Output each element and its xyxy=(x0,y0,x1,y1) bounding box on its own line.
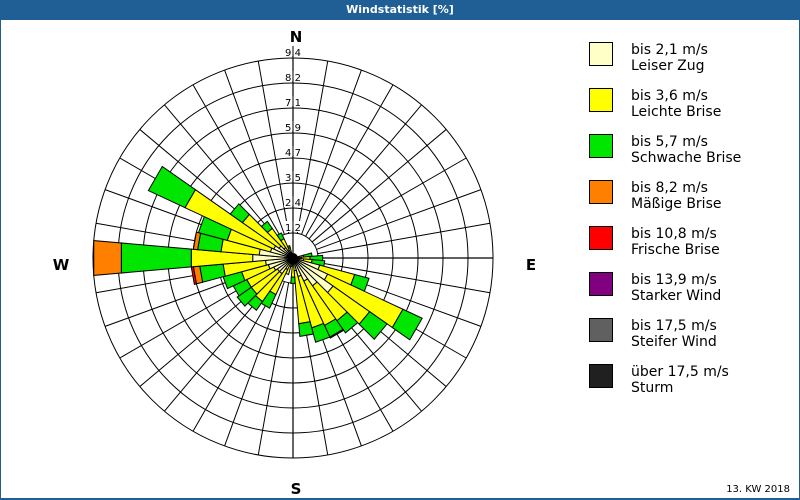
legend-swatch xyxy=(589,364,613,388)
legend-speed: bis 2,1 m/s xyxy=(631,42,708,58)
compass-east-label: E xyxy=(526,256,536,274)
compass-west-label: W xyxy=(53,256,70,274)
legend-name: Starker Wind xyxy=(631,288,722,304)
legend-name: Sturm xyxy=(631,380,674,396)
window-title: Windstatistik [%] xyxy=(0,0,800,20)
legend-speed: über 17,5 m/s xyxy=(631,364,729,380)
legend-swatch xyxy=(589,134,613,158)
legend-name: Schwache Brise xyxy=(631,150,742,166)
wind-sector-band xyxy=(120,242,192,274)
wind-sector-band xyxy=(391,308,423,341)
legend-speed: bis 5,7 m/s xyxy=(631,134,708,150)
wind-sector-band xyxy=(147,165,197,209)
legend-swatch xyxy=(589,42,613,66)
wind-sectors xyxy=(93,165,423,343)
legend-swatch xyxy=(589,88,613,112)
legend-speed: bis 8,2 m/s xyxy=(631,180,708,196)
compass-north-label: N xyxy=(290,28,303,46)
wind-sector-band xyxy=(358,311,388,340)
wind-sector-band xyxy=(286,245,291,249)
legend-swatch xyxy=(589,272,613,296)
wind-sector-band xyxy=(276,232,285,242)
legend-name: Leiser Zug xyxy=(631,58,705,74)
wind-sector-band xyxy=(229,203,251,224)
legend-speed: bis 17,5 m/s xyxy=(631,318,717,334)
legend-swatch xyxy=(589,318,613,342)
radial-tick-labels: 1,22,43,54,75,97,18,29,4 xyxy=(284,46,302,234)
legend-swatch xyxy=(589,180,613,204)
legend-speed: bis 13,9 m/s xyxy=(631,272,717,288)
wind-sector-band xyxy=(298,321,314,338)
compass-south-label: S xyxy=(291,480,302,498)
wind-sector-band xyxy=(329,328,345,339)
wind-sector-band xyxy=(260,220,273,234)
legend-swatch xyxy=(589,226,613,250)
legend-name: Leichte Brise xyxy=(631,104,722,120)
wind-sector-band xyxy=(290,276,296,284)
legend-speed: bis 10,8 m/s xyxy=(631,226,717,242)
legend-speed: bis 3,6 m/s xyxy=(631,88,708,104)
wind-sector-band xyxy=(93,240,122,276)
week-label: 13. KW 2018 xyxy=(726,484,790,495)
wind-sector-band xyxy=(311,322,331,343)
wind-sector-band xyxy=(192,231,202,251)
wind-sector-band xyxy=(236,286,258,307)
legend-name: Frische Brise xyxy=(631,242,720,258)
legend-name: Steifer Wind xyxy=(631,334,717,350)
bottom-border xyxy=(0,498,800,500)
legend-name: Mäßige Brise xyxy=(631,196,722,212)
